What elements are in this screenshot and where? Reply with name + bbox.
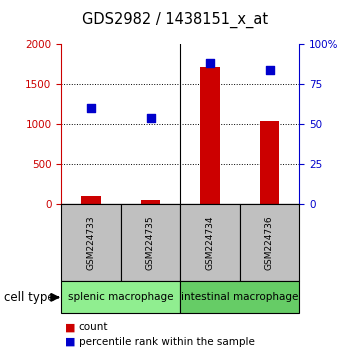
Text: GSM224733: GSM224733 (86, 215, 96, 270)
Bar (82, 195, 100, 204)
Text: count: count (79, 322, 108, 332)
Point (148, 115, 153, 120)
Point (267, 67, 272, 73)
Bar (201, 67, 219, 204)
Text: cell type: cell type (4, 291, 54, 304)
Text: intestinal macrophage: intestinal macrophage (181, 292, 299, 302)
Text: ■: ■ (65, 337, 75, 347)
Bar (260, 121, 279, 204)
Text: GSM224734: GSM224734 (205, 215, 215, 270)
Point (207, 61, 213, 66)
Text: GSM224735: GSM224735 (146, 215, 155, 270)
Point (88, 105, 94, 111)
Text: GDS2982 / 1438151_x_at: GDS2982 / 1438151_x_at (82, 11, 268, 28)
Bar (141, 200, 160, 204)
Text: splenic macrophage: splenic macrophage (68, 292, 174, 302)
Text: GSM224736: GSM224736 (265, 215, 274, 270)
Text: ■: ■ (65, 322, 75, 332)
Text: percentile rank within the sample: percentile rank within the sample (79, 337, 255, 347)
